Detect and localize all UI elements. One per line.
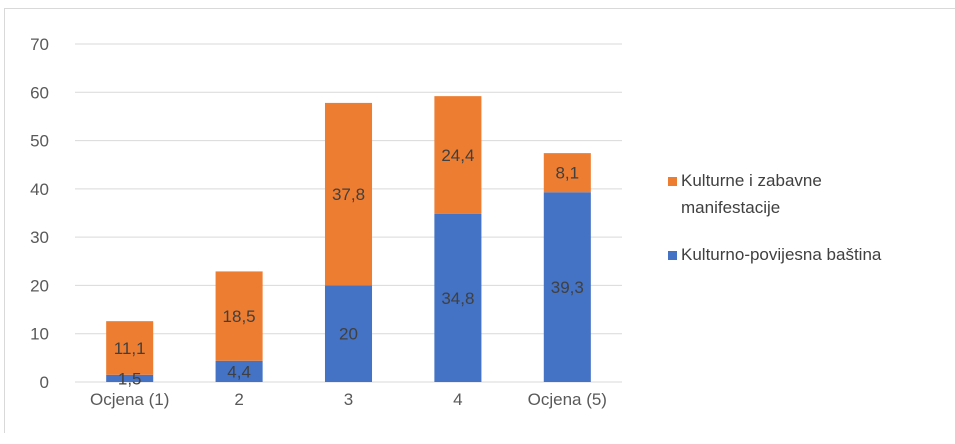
data-label: 8,1 xyxy=(555,164,579,183)
y-tick-label: 20 xyxy=(30,276,49,295)
bars xyxy=(106,96,591,382)
legend-label-orange-line1: Kulturne i zabavne xyxy=(681,171,822,190)
data-label: 1,5 xyxy=(118,369,142,388)
x-tick-label: Ocjena (5) xyxy=(528,390,607,409)
y-tick-label: 50 xyxy=(30,132,49,151)
x-tick-label: Ocjena (1) xyxy=(90,390,169,409)
bar-segment xyxy=(324,285,373,382)
legend: Kulturne i zabavne manifestacije Kulturn… xyxy=(668,171,882,264)
bar-segment xyxy=(543,153,591,193)
bar-segment xyxy=(106,321,154,375)
data-label: 18,5 xyxy=(223,307,256,326)
data-label: 11,1 xyxy=(114,339,146,358)
bar-segment xyxy=(106,374,154,382)
y-tick-label: 70 xyxy=(30,35,49,54)
legend-swatch-blue xyxy=(668,251,677,260)
y-tick-label: 40 xyxy=(30,180,49,199)
bar-segment xyxy=(215,360,263,382)
bar-segment xyxy=(324,102,373,286)
y-tick-label: 10 xyxy=(30,325,49,344)
y-axis-ticks: 0 10 20 30 40 50 60 70 xyxy=(30,35,49,392)
bar-segment xyxy=(434,213,482,382)
data-label: 34,8 xyxy=(441,289,474,308)
x-axis-ticks: Ocjena (1) 2 3 4 Ocjena (5) xyxy=(90,390,607,409)
bar-segment xyxy=(434,96,482,214)
y-tick-label: 60 xyxy=(30,83,49,102)
x-tick-label: 2 xyxy=(234,390,243,409)
data-labels: 1,5 11,1 4,4 18,5 20 37,8 34,8 24,4 39,3 8,1 xyxy=(114,146,584,388)
data-label: 20 xyxy=(339,325,358,344)
data-label: 39,3 xyxy=(551,278,584,297)
data-label: 37,8 xyxy=(332,185,365,204)
bar-segment xyxy=(543,192,591,382)
legend-label-orange-line2: manifestacije xyxy=(681,198,780,217)
data-label: 4,4 xyxy=(227,362,251,381)
data-label: 24,4 xyxy=(441,146,474,165)
y-tick-label: 0 xyxy=(40,373,49,392)
chart-frame: 0 10 20 30 40 50 60 70 1,5 11,1 4,4 18,5 20 37,8 34,8… xyxy=(4,8,955,433)
bar-segment xyxy=(215,271,263,361)
x-tick-label: 4 xyxy=(453,390,462,409)
legend-label-blue: Kulturno-povijesna baština xyxy=(681,245,882,264)
y-tick-label: 30 xyxy=(30,228,49,247)
legend-swatch-orange xyxy=(668,177,677,186)
stacked-bar-chart: 0 10 20 30 40 50 60 70 1,5 11,1 4,4 18,5 20 37,8 34,8… xyxy=(30,35,882,409)
x-tick-label: 3 xyxy=(344,390,353,409)
